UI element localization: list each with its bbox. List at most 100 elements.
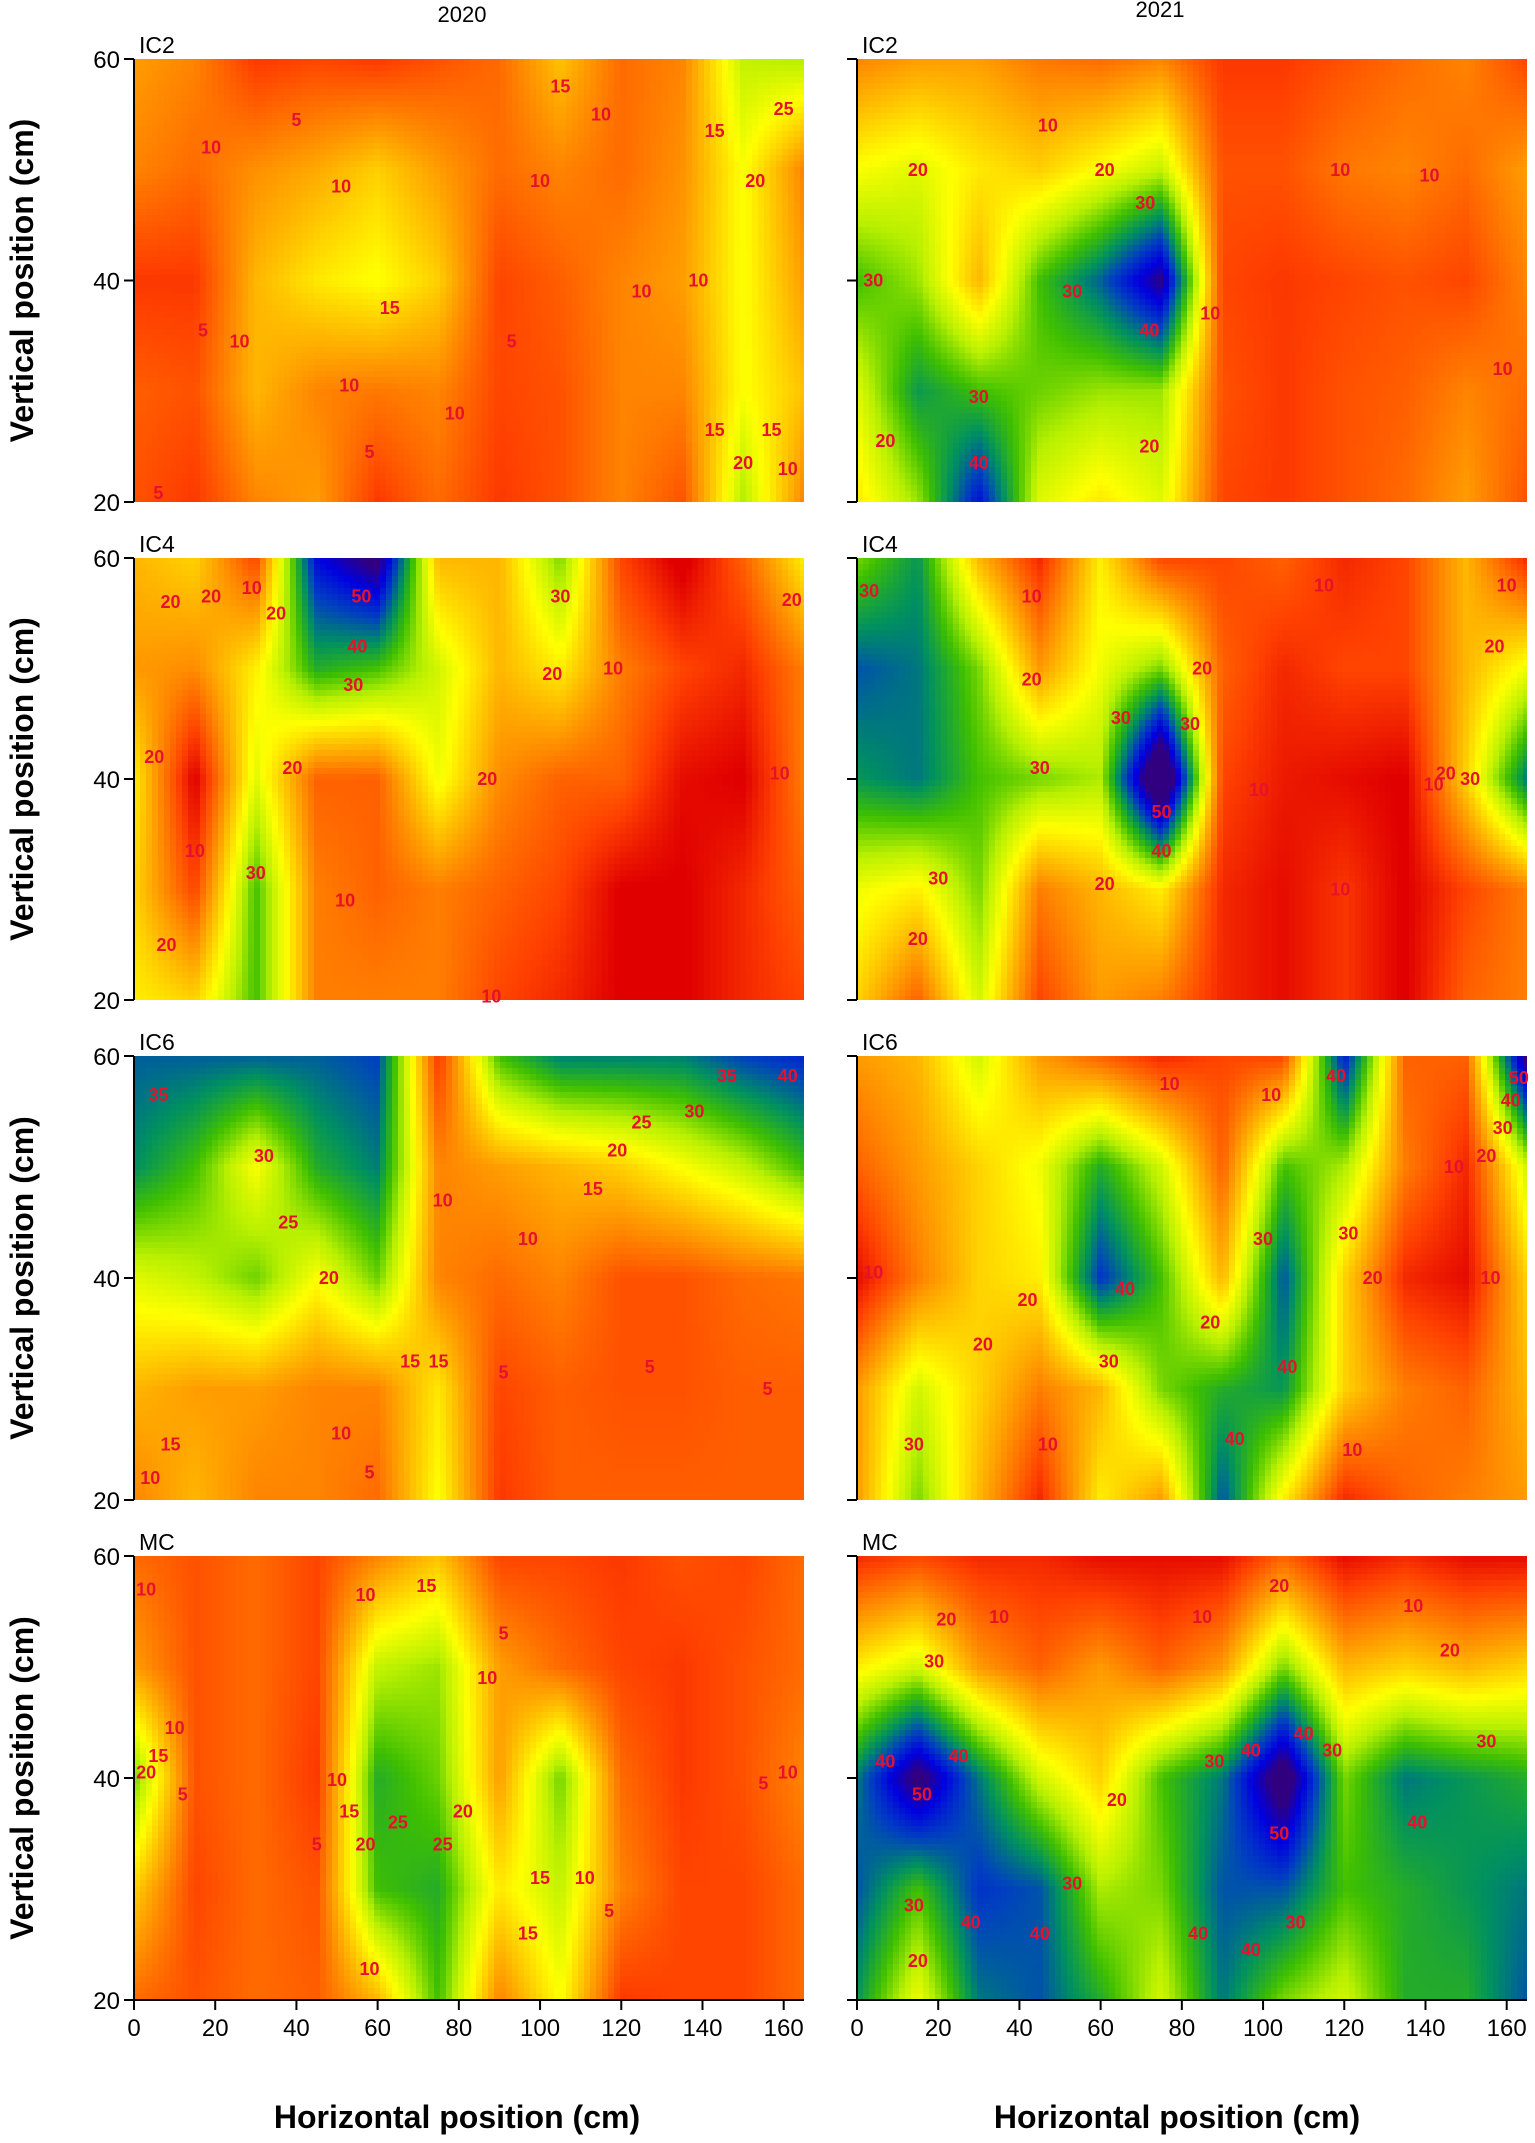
contour-cell — [398, 287, 405, 294]
contour-cell — [428, 221, 435, 228]
contour-cell — [560, 59, 567, 66]
contour-cell — [404, 65, 411, 72]
contour-cell — [500, 191, 507, 198]
contour-cell — [332, 155, 339, 162]
contour-cell — [518, 305, 525, 312]
contour-cell — [650, 197, 657, 204]
contour-cell — [146, 305, 153, 312]
contour-cell — [722, 149, 729, 156]
contour-cell — [320, 311, 327, 318]
contour-cell — [404, 269, 411, 276]
contour-cell — [392, 131, 399, 138]
contour-cell — [740, 263, 747, 270]
contour-cell — [590, 89, 597, 96]
contour-cell — [704, 293, 711, 300]
contour-cell — [308, 83, 315, 90]
contour-cell — [650, 83, 657, 90]
contour-cell — [752, 293, 759, 300]
contour-cell — [722, 143, 729, 150]
contour-cell — [572, 173, 579, 180]
contour-cell — [638, 59, 645, 66]
contour-cell — [728, 221, 735, 228]
contour-cell — [560, 209, 567, 216]
contour-cell — [416, 281, 423, 288]
contour-cell — [164, 125, 171, 132]
contour-cell — [374, 269, 381, 276]
contour-cell — [356, 179, 363, 186]
contour-cell — [542, 239, 549, 246]
contour-cell — [224, 299, 231, 306]
contour-cell — [182, 305, 189, 312]
contour-cell — [572, 89, 579, 96]
column-title-2020: 2020 — [438, 2, 487, 27]
contour-cell — [680, 179, 687, 186]
contour-cell — [740, 137, 747, 144]
contour-cell — [632, 167, 639, 174]
contour-cell — [362, 191, 369, 198]
contour-cell — [794, 293, 801, 300]
contour-cell — [704, 143, 711, 150]
contour-cell — [782, 173, 789, 180]
contour-cell — [170, 275, 177, 282]
contour-cell — [248, 95, 255, 102]
contour-cell — [614, 101, 621, 108]
contour-cell — [404, 119, 411, 126]
contour-cell — [644, 137, 651, 144]
contour-cell — [638, 191, 645, 198]
contour-cell — [488, 317, 495, 324]
contour-cell — [278, 197, 285, 204]
contour-cell — [260, 95, 267, 102]
contour-cell — [512, 299, 519, 306]
contour-cell — [254, 71, 261, 78]
contour-cell — [530, 113, 537, 120]
contour-cell — [470, 263, 477, 270]
contour-cell — [170, 227, 177, 234]
contour-cell — [392, 125, 399, 132]
contour-cell — [464, 113, 471, 120]
contour-cell — [380, 239, 387, 246]
contour-cell — [746, 155, 753, 162]
contour-cell — [308, 221, 315, 228]
contour-cell — [164, 281, 171, 288]
contour-cell — [608, 299, 615, 306]
contour-cell — [584, 89, 591, 96]
contour-cell — [464, 263, 471, 270]
contour-cell — [140, 197, 147, 204]
contour-cell — [350, 257, 357, 264]
contour-cell — [782, 137, 789, 144]
contour-cell — [794, 137, 801, 144]
contour-cell — [164, 161, 171, 168]
contour-cell — [176, 281, 183, 288]
contour-cell — [686, 245, 693, 252]
contour-cell — [764, 275, 771, 282]
contour-cell — [770, 269, 777, 276]
contour-cell — [446, 227, 453, 234]
contour-cell — [398, 203, 405, 210]
contour-cell — [266, 125, 273, 132]
contour-cell — [470, 83, 477, 90]
contour-cell — [434, 125, 441, 132]
contour-cell — [218, 257, 225, 264]
contour-cell — [530, 233, 537, 240]
contour-cell — [266, 155, 273, 162]
contour-cell — [380, 185, 387, 192]
contour-cell — [506, 215, 513, 222]
contour-cell — [392, 209, 399, 216]
contour-cell — [176, 71, 183, 78]
contour-cell — [386, 323, 393, 330]
contour-cell — [464, 161, 471, 168]
contour-cell — [608, 179, 615, 186]
contour-cell — [248, 239, 255, 246]
contour-cell — [212, 89, 219, 96]
contour-cell — [584, 227, 591, 234]
contour-cell — [740, 149, 747, 156]
contour-cell — [272, 227, 279, 234]
contour-cell — [698, 239, 705, 246]
contour-cell — [488, 233, 495, 240]
contour-cell — [632, 101, 639, 108]
contour-cell — [404, 305, 411, 312]
contour-cell — [500, 299, 507, 306]
contour-cell — [734, 95, 741, 102]
contour-cell — [620, 107, 627, 114]
contour-cell — [200, 263, 207, 270]
